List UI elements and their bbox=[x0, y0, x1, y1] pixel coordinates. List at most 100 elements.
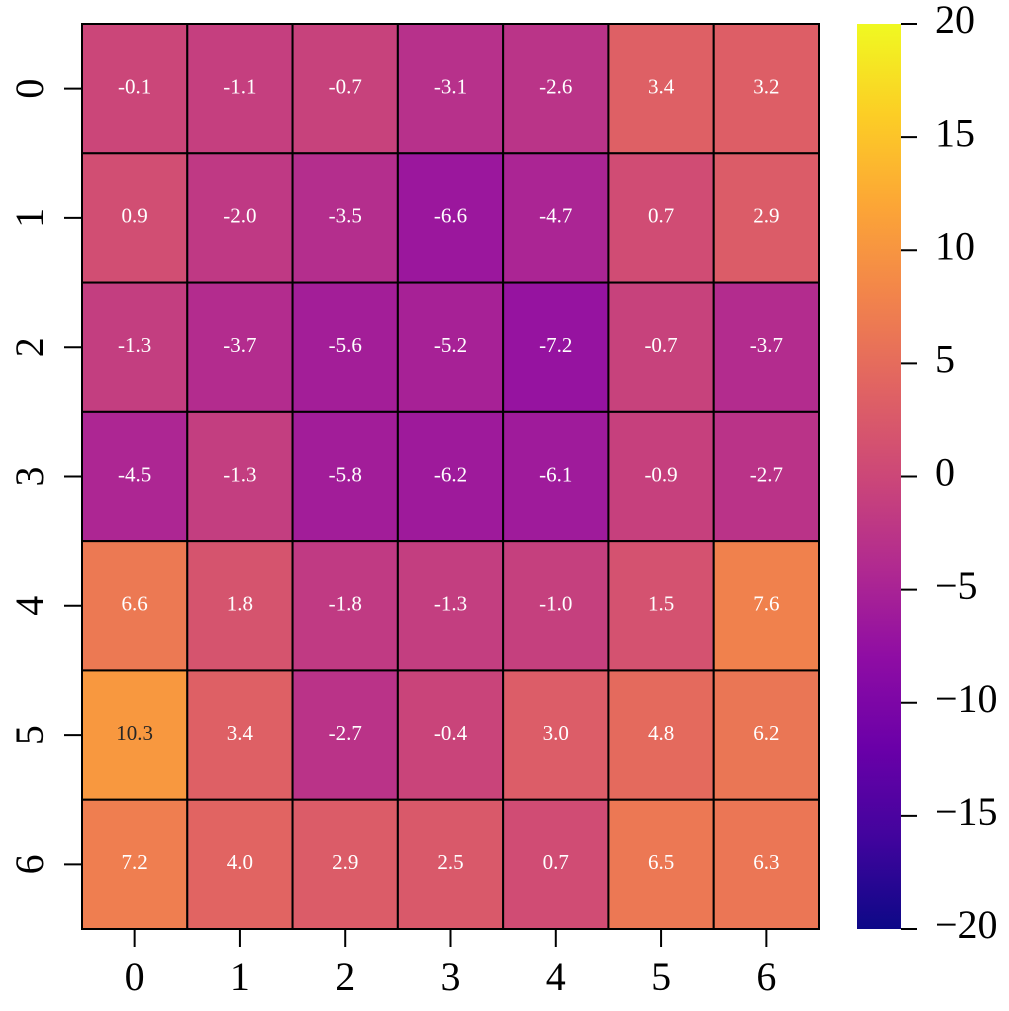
heatmap-cell bbox=[396, 669, 505, 801]
cell-label: -3.7 bbox=[223, 333, 256, 357]
heatmap-cell bbox=[712, 669, 821, 801]
heatmap-cell bbox=[502, 669, 610, 801]
cell-label: 3.0 bbox=[543, 721, 569, 745]
heatmap-cell bbox=[502, 798, 610, 931]
colorbar bbox=[857, 24, 901, 929]
heatmap-cell bbox=[186, 410, 294, 543]
cell-label: -1.3 bbox=[118, 333, 151, 357]
heatmap-cell bbox=[186, 669, 294, 801]
y-tick-label: 6 bbox=[7, 854, 52, 874]
cell-label: -2.7 bbox=[750, 462, 783, 486]
heatmap-cell bbox=[81, 23, 189, 155]
colorbar-tick-label: 10 bbox=[935, 223, 975, 268]
cell-label: 3.4 bbox=[648, 74, 675, 98]
colorbar-tick-label: 0 bbox=[935, 450, 955, 495]
heatmap-cell bbox=[186, 23, 294, 155]
cell-label: 7.6 bbox=[753, 592, 779, 616]
heatmap-cell bbox=[81, 798, 189, 931]
cell-label: -5.2 bbox=[434, 333, 467, 357]
x-tick-label: 0 bbox=[125, 954, 145, 999]
y-tick-label: 2 bbox=[7, 337, 52, 357]
heatmap-cell bbox=[396, 798, 505, 931]
cell-label: -5.8 bbox=[329, 462, 362, 486]
cell-label: -1.3 bbox=[223, 462, 256, 486]
colorbar-tick-label: −10 bbox=[935, 676, 998, 721]
x-tick-label: 6 bbox=[756, 954, 776, 999]
cell-label: -6.6 bbox=[434, 204, 467, 228]
x-tick-label: 2 bbox=[335, 954, 355, 999]
cell-label: -5.6 bbox=[329, 333, 362, 357]
cell-label: -4.7 bbox=[539, 204, 572, 228]
cell-label: 6.2 bbox=[753, 721, 779, 745]
heatmap-cell bbox=[502, 281, 610, 413]
cell-label: -0.1 bbox=[118, 74, 151, 98]
cell-label: 10.3 bbox=[116, 721, 153, 745]
heatmap-cell bbox=[712, 152, 821, 284]
heatmap-cell bbox=[712, 281, 821, 413]
cell-label: -1.8 bbox=[329, 592, 362, 616]
x-tick-label: 4 bbox=[546, 954, 566, 999]
x-tick-label: 1 bbox=[230, 954, 250, 999]
cell-label: -3.5 bbox=[329, 204, 362, 228]
heatmap-cell bbox=[291, 281, 399, 413]
colorbar-tick-label: −5 bbox=[935, 563, 978, 608]
heatmap-cell bbox=[291, 798, 399, 931]
cell-label: -3.1 bbox=[434, 74, 467, 98]
heatmap-cell bbox=[607, 798, 715, 931]
heatmap-cell bbox=[607, 410, 715, 543]
cell-label: 0.9 bbox=[122, 204, 148, 228]
heatmap-cell bbox=[502, 152, 610, 284]
cell-label: -2.6 bbox=[539, 74, 572, 98]
y-tick-label: 5 bbox=[7, 725, 52, 745]
heatmap-cell bbox=[81, 540, 189, 672]
cell-label: 6.6 bbox=[122, 592, 148, 616]
cell-label: 3.4 bbox=[227, 721, 254, 745]
cell-label: -7.2 bbox=[539, 333, 572, 357]
y-tick-label: 4 bbox=[7, 596, 52, 616]
heatmap-cell bbox=[607, 281, 715, 413]
x-tick-label: 5 bbox=[651, 954, 671, 999]
heatmap-cell bbox=[291, 23, 399, 155]
heatmap-cell bbox=[291, 152, 399, 284]
cell-label: -0.7 bbox=[329, 74, 362, 98]
colorbar-tick-label: 15 bbox=[935, 110, 975, 155]
heatmap-cell bbox=[712, 410, 821, 543]
colorbar-tick-label: −20 bbox=[935, 902, 998, 947]
cell-label: 6.5 bbox=[648, 850, 674, 874]
cell-label: -1.3 bbox=[434, 592, 467, 616]
cell-label: -2.0 bbox=[223, 204, 256, 228]
cell-label: -1.1 bbox=[223, 74, 256, 98]
heatmap-cell bbox=[291, 540, 399, 672]
heatmap-cell bbox=[607, 23, 715, 155]
cell-label: 1.5 bbox=[648, 592, 674, 616]
heatmap-cell bbox=[396, 281, 505, 413]
cell-label: 2.5 bbox=[437, 850, 463, 874]
cell-label: -0.9 bbox=[644, 462, 677, 486]
y-tick-label: 1 bbox=[7, 208, 52, 228]
x-tick-label: 3 bbox=[441, 954, 461, 999]
y-tick-label: 0 bbox=[7, 79, 52, 99]
heatmap-cell bbox=[81, 669, 189, 801]
heatmap-cell bbox=[186, 281, 294, 413]
heatmap-cell bbox=[712, 798, 821, 931]
cell-label: 4.0 bbox=[227, 850, 253, 874]
colorbar-tick-label: 5 bbox=[935, 337, 955, 382]
cell-label: -2.7 bbox=[329, 721, 362, 745]
cell-label: 4.8 bbox=[648, 721, 674, 745]
cell-label: 6.3 bbox=[753, 850, 779, 874]
cell-label: 2.9 bbox=[753, 204, 779, 228]
colorbar-tick-label: 20 bbox=[935, 0, 975, 42]
heatmap-cell bbox=[396, 410, 505, 543]
heatmap-cell bbox=[81, 410, 189, 543]
cell-label: 2.9 bbox=[332, 850, 358, 874]
cell-label: 0.7 bbox=[543, 850, 569, 874]
cell-label: 1.8 bbox=[227, 592, 253, 616]
cell-label: -0.7 bbox=[644, 333, 677, 357]
y-tick-label: 3 bbox=[7, 467, 52, 487]
cell-label: 7.2 bbox=[122, 850, 148, 874]
cell-label: -3.7 bbox=[750, 333, 783, 357]
cell-label: -6.1 bbox=[539, 462, 572, 486]
cell-label: -6.2 bbox=[434, 462, 467, 486]
cell-label: -1.0 bbox=[539, 592, 572, 616]
